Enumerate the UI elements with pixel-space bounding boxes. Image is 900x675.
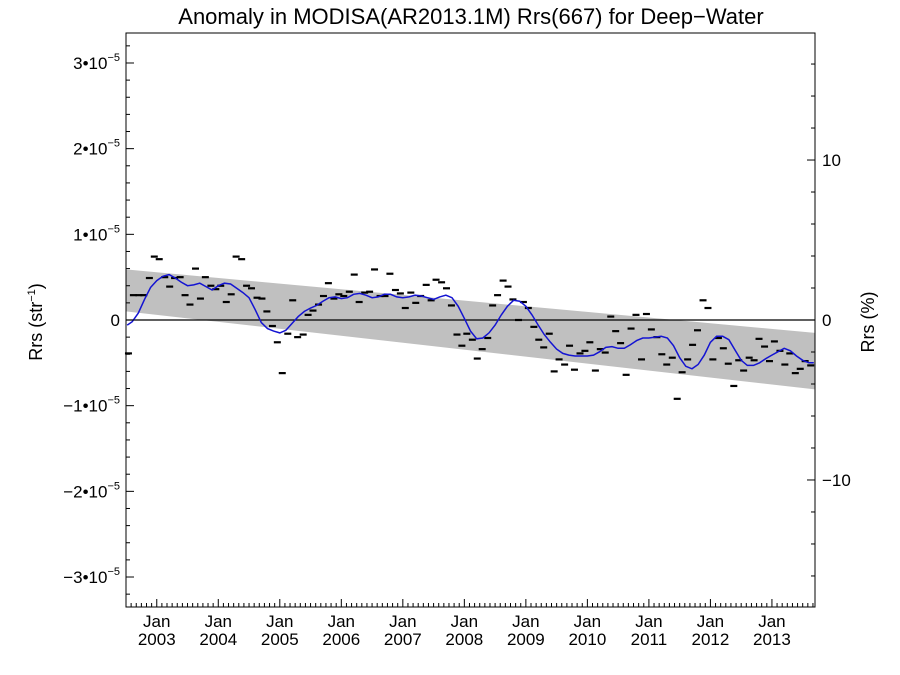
left-tick-label: −1•10−5 [63, 395, 120, 416]
left-tick-label: 1•10−5 [73, 223, 120, 244]
x-tick-year-label: 2003 [138, 630, 176, 649]
left-axis-label: Rrs (str−1) [26, 283, 46, 361]
left-tick-label: 2•10−5 [73, 138, 120, 159]
left-tick-label: −2•10−5 [63, 480, 120, 501]
x-tick-year-label: 2012 [692, 630, 730, 649]
smooth-line [126, 273, 814, 370]
right-axis-label: Rrs (%) [858, 292, 878, 353]
x-tick-month-label: Jan [266, 612, 293, 631]
left-axis: −3•10−5 −2•10−5 −1•10−5 0 1•10−5 2•10−5 3•10−5 [63, 45, 134, 595]
left-tick-label: 3•10−5 [73, 52, 120, 73]
left-tick-label: −3•10−5 [63, 566, 120, 587]
x-tick-year-label: 2009 [507, 630, 545, 649]
left-tick-label: 0 [111, 311, 120, 330]
x-tick-month-label: Jan [574, 612, 601, 631]
x-tick-month-label: Jan [451, 612, 478, 631]
x-tick-month-label: Jan [758, 612, 785, 631]
right-tick-label: 0 [822, 311, 831, 330]
plot-area [124, 255, 815, 400]
right-axis: −10 0 10 [807, 63, 851, 577]
x-tick-month-label: Jan [143, 612, 170, 631]
x-tick-year-label: 2006 [322, 630, 360, 649]
x-tick-year-label: 2010 [568, 630, 606, 649]
x-tick-year-label: 2005 [261, 630, 299, 649]
x-tick-year-label: 2007 [384, 630, 422, 649]
x-tick-year-label: 2004 [199, 630, 237, 649]
x-tick-month-label: Jan [205, 612, 232, 631]
left-axis-label-close: ) [26, 283, 46, 289]
right-tick-label: 10 [822, 151, 841, 170]
data-points [124, 255, 815, 400]
x-tick-month-label: Jan [328, 612, 355, 631]
x-tick-year-label: 2013 [753, 630, 791, 649]
bottom-axis: Jan2003Jan2004Jan2005Jan2006Jan2007Jan20… [125, 599, 814, 649]
right-tick-label: −10 [822, 471, 851, 490]
chart-title: Anomaly in MODISA(AR2013.1M) Rrs(667) fo… [178, 4, 763, 29]
left-axis-label-main: Rrs (str [26, 302, 46, 361]
left-axis-label-sup: −1 [26, 289, 38, 302]
x-tick-month-label: Jan [512, 612, 539, 631]
x-tick-year-label: 2008 [445, 630, 483, 649]
x-tick-month-label: Jan [697, 612, 724, 631]
x-tick-month-label: Jan [389, 612, 416, 631]
x-tick-month-label: Jan [635, 612, 662, 631]
x-tick-year-label: 2011 [631, 630, 668, 649]
